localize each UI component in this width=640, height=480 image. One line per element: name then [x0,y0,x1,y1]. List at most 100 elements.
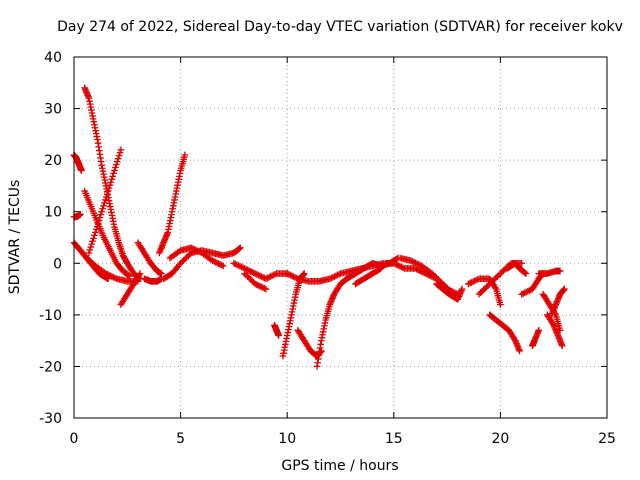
data-point [245,267,253,274]
grid [74,57,607,418]
data-point [100,202,107,210]
series-arc8 [117,270,144,308]
y-tick-label: 40 [44,50,62,66]
data-point [270,271,277,279]
data-points [70,84,568,370]
data-point [92,226,100,233]
data-point [491,276,498,283]
series-arc28 [486,311,523,355]
data-point [275,332,282,339]
series-arc13 [166,244,227,270]
data-point [126,272,133,280]
data-point [219,262,227,270]
data-point [90,234,97,242]
data-point [248,268,256,276]
series-arc22 [352,265,385,288]
data-point [183,254,190,261]
y-tick-label: -10 [39,308,62,324]
x-axis-label: GPS time / hours [281,458,398,474]
series-arc31 [529,327,543,350]
data-point [239,264,247,272]
data-point [177,259,184,267]
data-point [233,261,241,269]
data-point [458,285,466,293]
data-point [265,273,273,281]
data-point [104,275,112,283]
data-point [98,208,106,216]
data-point [216,261,224,268]
data-point [335,271,343,278]
data-point [468,279,475,286]
series-arc16 [271,321,282,339]
data-point [251,270,259,277]
data-point [189,245,197,252]
data-point [110,273,117,281]
data-point [267,273,274,280]
data-point [103,190,111,198]
series-arc14 [230,259,291,283]
series-arc20 [313,275,351,370]
data-point [431,273,439,280]
series-arc1 [70,151,85,174]
x-tick-label: 10 [278,431,296,447]
data-point [91,231,98,239]
data-point [248,277,256,285]
data-point [522,288,530,296]
data-point [377,265,385,272]
data-point [180,257,187,264]
y-tick-label: -20 [39,359,62,375]
x-tick-label: 0 [70,431,79,447]
data-point [326,275,334,283]
data-point [116,149,124,157]
data-point [114,155,122,162]
data-point [178,258,186,266]
data-point [102,193,110,201]
data-point [259,273,267,281]
data-point [95,217,103,224]
data-point [407,257,415,265]
data-point [410,258,418,266]
data-point [245,274,253,282]
data-point [113,158,121,165]
data-point [113,161,120,168]
data-point [108,175,116,183]
data-point [521,269,529,277]
data-point [268,272,276,280]
data-point [481,285,489,292]
data-point [102,196,109,204]
data-point [250,269,257,277]
data-point [465,280,472,288]
data-point [236,245,243,252]
data-point [484,282,492,289]
data-point [289,273,297,280]
data-point [213,259,221,267]
data-point [212,258,219,266]
series-arc15 [241,270,270,293]
data-point [254,282,262,289]
data-point [413,265,420,273]
data-point [477,289,484,297]
series-arc4 [81,84,144,283]
data-point [428,270,436,277]
data-point [430,271,437,279]
data-point [108,273,116,280]
data-point [489,277,497,285]
data-point [235,262,242,269]
x-tick-label: 25 [598,431,616,447]
data-point [286,271,294,279]
data-point [390,259,398,267]
data-point [111,274,119,282]
data-point [210,258,218,265]
data-point [518,290,526,298]
series-arc11 [155,151,189,257]
data-point [106,181,114,189]
series-arc35 [548,285,568,319]
data-point [247,268,254,275]
data-point [89,237,96,245]
data-point [236,262,244,270]
data-point [187,244,195,252]
data-point [332,272,340,280]
data-point [283,270,291,277]
data-point [329,273,337,281]
